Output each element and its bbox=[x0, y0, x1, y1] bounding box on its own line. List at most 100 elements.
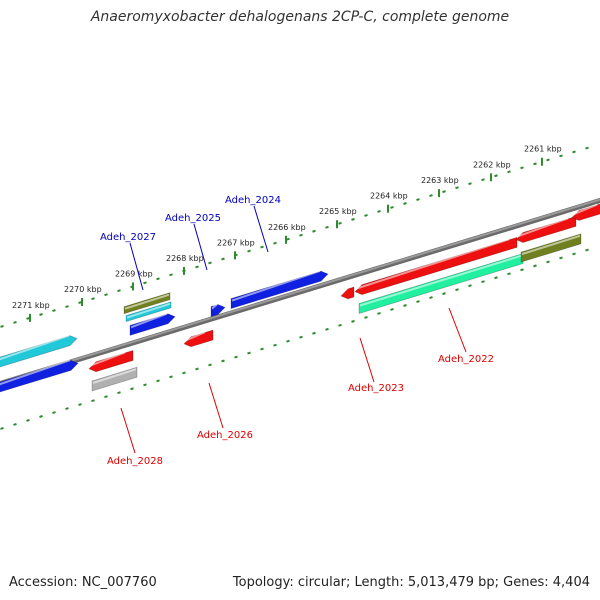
gene-label-adeh-2028[interactable]: Adeh_2028 bbox=[107, 456, 163, 467]
ruler-dot bbox=[325, 327, 329, 331]
scale-tick-label: 2264 kbp bbox=[370, 192, 408, 201]
scale-tick-label: 2268 kbp bbox=[166, 254, 204, 263]
ruler-dot bbox=[143, 281, 147, 285]
gene-label-adeh-2026[interactable]: Adeh_2026 bbox=[197, 430, 253, 441]
gene-feature-adeh-2023[interactable] bbox=[340, 286, 355, 300]
map-title: Anaeromyxobacter dehalogenans 2CP-C, com… bbox=[90, 9, 510, 25]
gene-feature-cyan-left[interactable] bbox=[0, 334, 78, 369]
ruler-dot bbox=[377, 311, 381, 315]
ruler-dot bbox=[169, 375, 173, 379]
ruler-dot bbox=[104, 293, 108, 297]
ruler-dot bbox=[117, 391, 121, 395]
ruler-dot bbox=[273, 343, 277, 347]
ruler-dot bbox=[234, 355, 238, 359]
callout-line-adeh-2025 bbox=[193, 223, 208, 271]
ruler-dot bbox=[468, 284, 472, 288]
ruler-dot bbox=[169, 273, 173, 277]
ruler-dot bbox=[338, 323, 342, 327]
genome-backbone-highlight bbox=[0, 198, 600, 384]
ruler-dot bbox=[494, 174, 498, 178]
ruler-dot bbox=[208, 363, 212, 367]
ruler-dot bbox=[442, 190, 446, 194]
gene-feature-red-right[interactable] bbox=[515, 215, 577, 243]
ruler-dot bbox=[117, 289, 121, 293]
ruler-dot bbox=[533, 162, 537, 166]
ruler-dot bbox=[429, 194, 433, 198]
ruler-dot bbox=[286, 339, 290, 343]
scale-tick-label: 2266 kbp bbox=[268, 223, 306, 232]
ruler-dot bbox=[52, 309, 56, 312]
gene-label-adeh-2024[interactable]: Adeh_2024 bbox=[225, 195, 281, 206]
ruler-dot bbox=[65, 305, 69, 309]
ruler-dot bbox=[455, 288, 459, 292]
ruler-dot bbox=[273, 241, 277, 245]
ruler-dot bbox=[429, 296, 433, 300]
ruler-dot bbox=[91, 399, 95, 403]
scale-tick-label: 2267 kbp bbox=[217, 238, 255, 247]
callout-line-adeh-2022 bbox=[448, 307, 467, 353]
gene-feature-olive[interactable] bbox=[123, 292, 171, 315]
ruler-dot bbox=[325, 225, 329, 229]
gene-callouts: Adeh_2024 Adeh_2025 Adeh_2027 Adeh_2022 … bbox=[100, 195, 494, 467]
ruler-dot bbox=[546, 158, 550, 162]
gene-label-adeh-2022[interactable]: Adeh_2022 bbox=[438, 354, 494, 365]
ruler-dot bbox=[130, 387, 134, 391]
ruler-dot bbox=[13, 422, 17, 426]
gene-label-adeh-2027[interactable]: Adeh_2027 bbox=[100, 232, 156, 243]
inner-ruler-dots bbox=[0, 248, 589, 430]
gene-feature-adeh-2024[interactable] bbox=[230, 270, 329, 310]
ruler-dot bbox=[39, 313, 43, 316]
ruler-dot bbox=[351, 217, 355, 221]
ruler-dot bbox=[377, 209, 381, 213]
scale-tick-label: 2262 kbp bbox=[473, 160, 511, 169]
ruler-dot bbox=[247, 351, 251, 355]
ruler-dot bbox=[0, 324, 4, 328]
ruler-dot bbox=[546, 260, 550, 264]
ruler-dot bbox=[195, 265, 199, 269]
ruler-dot bbox=[390, 206, 394, 209]
callout-line-adeh-2023 bbox=[359, 337, 375, 383]
ruler-dot bbox=[156, 379, 160, 383]
ruler-dot bbox=[39, 415, 43, 418]
ruler-dot bbox=[65, 407, 69, 411]
ruler-dot bbox=[559, 154, 563, 158]
ruler-dot bbox=[156, 277, 160, 281]
ruler-dot bbox=[13, 320, 17, 324]
gene-feature-adeh-2022[interactable] bbox=[358, 252, 524, 315]
callout-line-adeh-2027 bbox=[129, 242, 144, 291]
ruler-dot bbox=[416, 300, 420, 303]
ruler-dot bbox=[468, 182, 472, 186]
gene-feature-adeh-2025[interactable] bbox=[210, 303, 226, 318]
gene-feature-red-adeh-2028[interactable] bbox=[88, 349, 134, 373]
gene-feature-adeh-2022-red[interactable] bbox=[354, 236, 518, 296]
ruler-dot bbox=[494, 276, 498, 280]
ruler-dot bbox=[338, 221, 342, 225]
ruler-dot bbox=[572, 150, 576, 154]
gene-feature-blue-left[interactable] bbox=[0, 359, 79, 393]
gene-feature-adeh-2027[interactable] bbox=[129, 312, 176, 336]
gene-feature-adeh-2028[interactable] bbox=[91, 366, 138, 392]
gene-label-adeh-2023[interactable]: Adeh_2023 bbox=[348, 383, 404, 394]
ruler-dot bbox=[26, 419, 30, 422]
ruler-dot bbox=[364, 213, 368, 217]
ruler-dot bbox=[260, 347, 264, 351]
ruler-dot bbox=[520, 268, 524, 272]
gene-label-adeh-2025[interactable]: Adeh_2025 bbox=[165, 213, 221, 224]
gene-feature-olive-right[interactable] bbox=[520, 233, 582, 263]
ruler-dot bbox=[416, 198, 420, 201]
ruler-dot bbox=[585, 248, 589, 252]
ruler-dot bbox=[91, 297, 95, 301]
scale-tick-label: 2265 kbp bbox=[319, 207, 357, 216]
ruler-dot bbox=[481, 280, 485, 284]
ruler-dot bbox=[208, 261, 212, 265]
ruler-dot bbox=[143, 383, 147, 387]
gene-feature-adeh-2026[interactable] bbox=[183, 329, 214, 348]
ruler-dot bbox=[351, 319, 355, 323]
ruler-dot bbox=[481, 178, 485, 182]
scale-tick-label: 2269 kbp bbox=[115, 269, 153, 278]
gene-feature-cyan[interactable] bbox=[125, 301, 172, 323]
ruler-dot bbox=[312, 229, 316, 233]
ruler-dot bbox=[390, 308, 394, 311]
gene-feature-red-edge[interactable] bbox=[571, 203, 600, 221]
